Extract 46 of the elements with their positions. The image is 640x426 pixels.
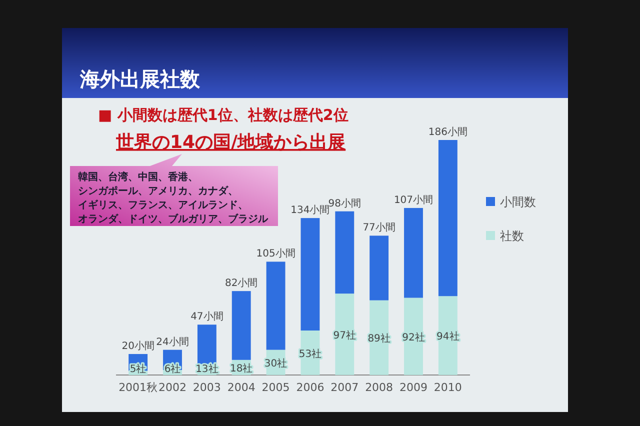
data-label: 92社 — [402, 331, 425, 344]
data-label: 47小間 — [190, 310, 224, 323]
bar — [370, 236, 389, 300]
data-label: 134小間 — [290, 204, 330, 216]
data-label: 77小間 — [362, 222, 396, 234]
x-tick-label: 2006 — [296, 381, 324, 394]
data-label: 18社 — [230, 362, 253, 374]
annotation: 韓国、台湾、中国、香港、 — [78, 171, 198, 183]
x-tick-label: 2007 — [330, 381, 359, 394]
data-label: 186小間 — [428, 126, 468, 138]
data-label: 98小間 — [328, 197, 362, 210]
x-tick-label: 2001秋 — [118, 381, 158, 394]
data-label: 13社 — [196, 363, 218, 375]
data-label: 89社 — [368, 332, 390, 345]
data-label: 105小間 — [256, 248, 296, 260]
data-label: 94社 — [436, 330, 460, 343]
bar — [335, 211, 354, 294]
bar — [300, 218, 320, 331]
data-label: 6社 — [164, 363, 181, 375]
x-tick-label: 2004 — [227, 381, 256, 394]
annotation: 世界の14の国/地域から出展 — [115, 132, 346, 153]
data-label: 20小間 — [122, 340, 154, 352]
data-label: 53社 — [298, 348, 322, 360]
bar — [438, 140, 458, 296]
data-label: 30社 — [264, 357, 288, 370]
annotation: オランダ、ドイツ、ブルガリア、ブラジル — [78, 213, 269, 225]
x-tick-label: 2009 — [399, 381, 428, 394]
bar — [404, 208, 423, 298]
x-tick-label: 2010 — [434, 381, 462, 394]
data-label: 97社 — [333, 329, 356, 342]
annotation: シンガポール、アメリカ、カナダ、 — [78, 185, 238, 197]
x-tick-label: 2005 — [262, 381, 290, 394]
chart-title: 海外出展社数 — [79, 67, 201, 91]
bar — [232, 291, 251, 360]
annotation: イギリス、フランス、アイルランド、 — [78, 199, 248, 211]
bar — [197, 324, 216, 364]
x-tick-label: 2008 — [365, 381, 394, 394]
data-label: 82小間 — [224, 277, 258, 290]
legend-label: 社数 — [500, 229, 524, 243]
bar — [266, 262, 286, 350]
x-tick-label: 2002 — [158, 381, 186, 394]
data-label: 107小間 — [394, 194, 434, 206]
legend-label: 小間数 — [500, 195, 536, 209]
text: ■ 小間数は歴代1位、社数は歴代2位 — [98, 106, 348, 124]
x-tick-label: 2003 — [192, 381, 221, 394]
data-label: 24小間 — [156, 336, 189, 348]
